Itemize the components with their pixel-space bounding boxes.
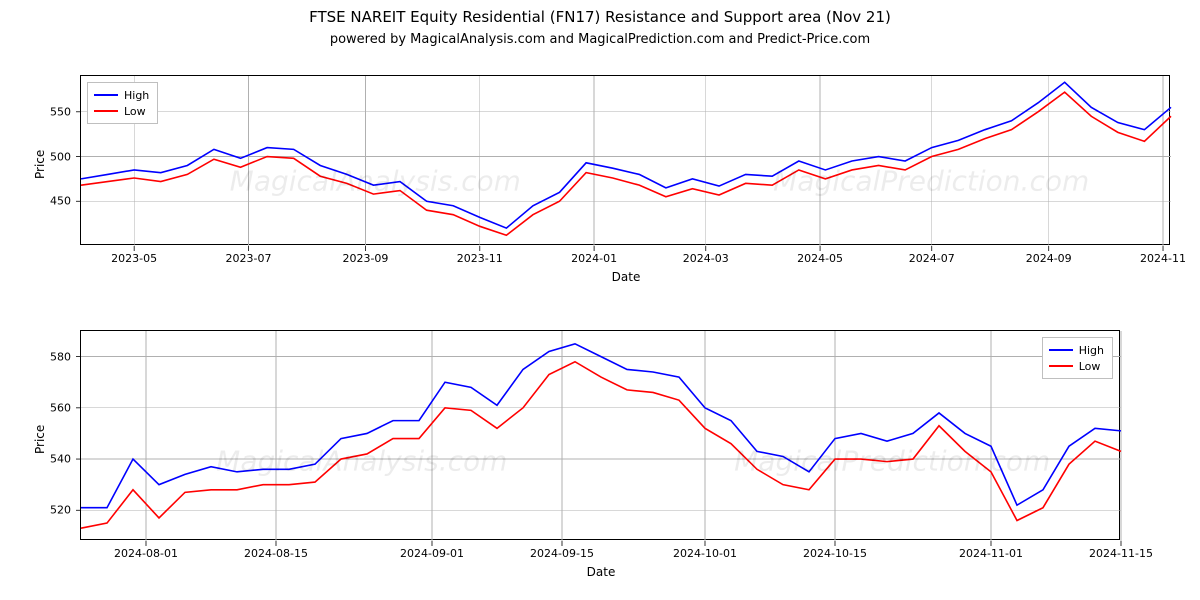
plot-area: MagicalAnalysis.comMagicalPrediction.com… [80,75,1170,245]
y-tick-label: 500 [50,150,71,163]
chart-panel-bottom: MagicalAnalysis.comMagicalPrediction.com… [80,330,1120,540]
x-tick-label: 2024-03 [683,252,729,265]
x-tick-label: 2024-11 [1140,252,1186,265]
x-tick-label: 2024-10-15 [803,547,867,560]
figure: FTSE NAREIT Equity Residential (FN17) Re… [0,0,1200,600]
tick-marks [76,326,1126,546]
x-tick-label: 2024-11-01 [959,547,1023,560]
x-tick-label: 2023-11 [457,252,503,265]
y-tick-label: 580 [50,350,71,363]
x-tick-label: 2023-07 [226,252,272,265]
chart-title: FTSE NAREIT Equity Residential (FN17) Re… [0,8,1200,26]
x-axis-label: Date [81,565,1121,579]
y-axis-label: Price [33,150,47,179]
x-axis-label: Date [81,270,1171,284]
tick-marks [76,71,1176,251]
x-tick-label: 2024-08-01 [114,547,178,560]
x-tick-label: 2023-09 [342,252,388,265]
x-tick-label: 2024-10-01 [673,547,737,560]
y-tick-label: 520 [50,504,71,517]
y-tick-label: 550 [50,105,71,118]
x-tick-label: 2024-01 [571,252,617,265]
chart-subtitle: powered by MagicalAnalysis.com and Magic… [0,32,1200,47]
y-axis-label: Price [33,425,47,454]
y-tick-label: 450 [50,195,71,208]
x-tick-label: 2024-11-15 [1089,547,1153,560]
x-tick-label: 2024-09-15 [530,547,594,560]
y-tick-label: 560 [50,401,71,414]
x-tick-label: 2024-08-15 [244,547,308,560]
chart-panel-top: MagicalAnalysis.comMagicalPrediction.com… [80,75,1170,245]
x-tick-label: 2024-09 [1026,252,1072,265]
plot-area: MagicalAnalysis.comMagicalPrediction.com… [80,330,1120,540]
x-tick-label: 2024-07 [909,252,955,265]
y-tick-label: 540 [50,453,71,466]
x-tick-label: 2024-05 [797,252,843,265]
x-tick-label: 2023-05 [111,252,157,265]
x-tick-label: 2024-09-01 [400,547,464,560]
